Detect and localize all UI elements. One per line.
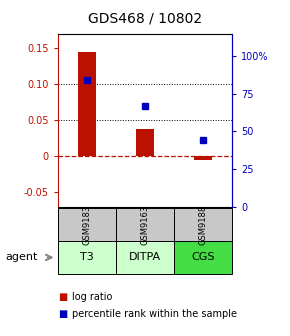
Text: CGS: CGS [191, 252, 215, 262]
Text: GSM9183: GSM9183 [82, 205, 92, 245]
Text: log ratio: log ratio [72, 292, 113, 302]
Bar [78, 52, 96, 156]
Text: GSM9163: GSM9163 [140, 205, 150, 245]
Text: T3: T3 [80, 252, 94, 262]
Text: ■: ■ [58, 292, 67, 302]
Text: DITPA: DITPA [129, 252, 161, 262]
Text: GSM9188: GSM9188 [198, 205, 208, 245]
Bar [194, 156, 212, 160]
Text: agent: agent [6, 252, 38, 262]
Text: percentile rank within the sample: percentile rank within the sample [72, 309, 238, 319]
Text: GDS468 / 10802: GDS468 / 10802 [88, 12, 202, 26]
Bar [136, 129, 154, 156]
Text: ■: ■ [58, 309, 67, 319]
